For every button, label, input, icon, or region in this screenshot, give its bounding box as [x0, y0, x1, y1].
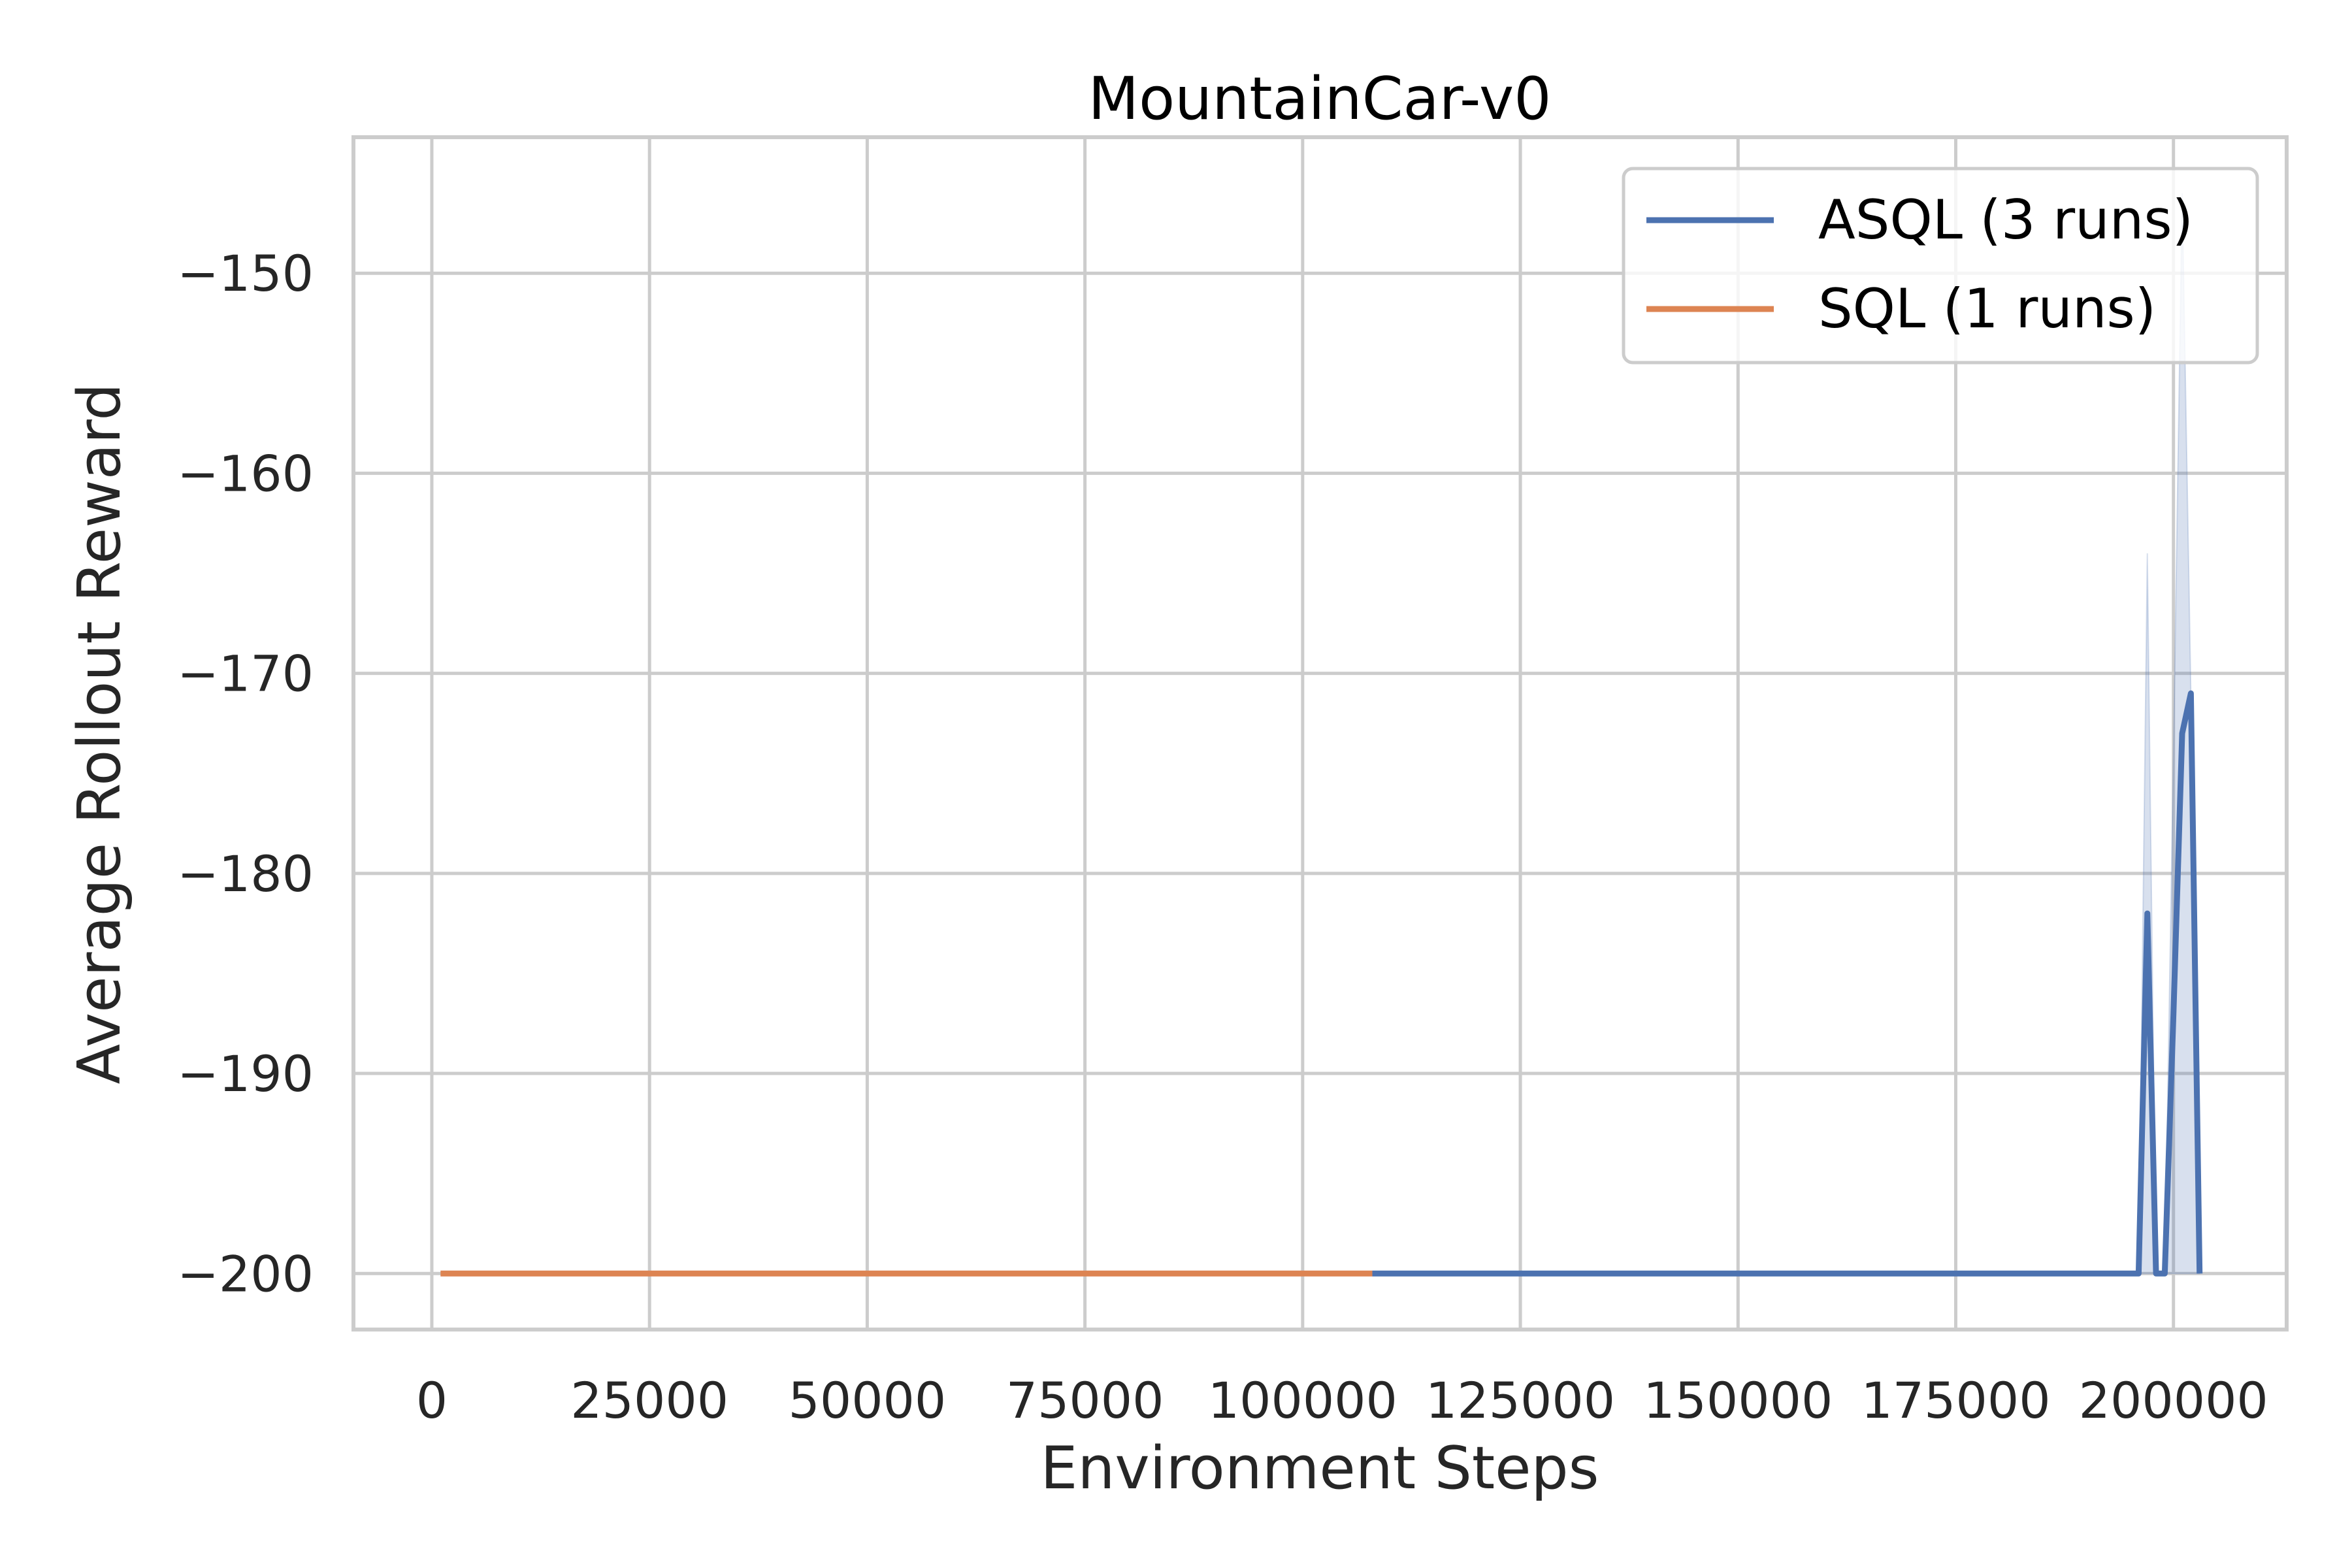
x-axis-label: Environment Steps	[1040, 1434, 1599, 1503]
x-tick-label: 125000	[1426, 1371, 1615, 1429]
y-tick-label: −160	[177, 444, 314, 502]
y-axis-label: Average Rollout Reward	[65, 384, 134, 1085]
x-tick-labels: 0 25000 50000 75000 100000 125000 150000 175000…	[416, 1371, 2268, 1429]
y-tick-label: −170	[177, 645, 314, 703]
x-tick-label: 0	[416, 1371, 448, 1429]
legend-label-sql: SQL (1 runs)	[1818, 277, 2156, 340]
x-tick-label: 175000	[1861, 1371, 2050, 1429]
legend-label-asql: ASQL (3 runs)	[1818, 188, 2193, 252]
y-tick-label: −150	[177, 244, 314, 302]
x-tick-label: 50000	[789, 1371, 947, 1429]
legend-frame	[1622, 167, 2259, 365]
x-tick-label: 75000	[1006, 1371, 1164, 1429]
x-tick-label: 100000	[1208, 1371, 1397, 1429]
y-tick-label: −180	[177, 845, 314, 903]
y-tick-label: −190	[177, 1045, 314, 1103]
y-tick-label: −200	[177, 1245, 314, 1303]
legend: ASQL (3 runs) SQL (1 runs)	[1622, 167, 2259, 365]
x-tick-label: 25000	[570, 1371, 728, 1429]
series-line-asql	[1372, 690, 2203, 1277]
series-lines	[440, 690, 2203, 1277]
y-tick-labels: −150 −160 −170 −180 −190 −200	[177, 244, 314, 1303]
chart-title: MountainCar-v0	[1088, 65, 1551, 133]
plot-frame	[351, 135, 2289, 1331]
x-tick-label: 150000	[1643, 1371, 1833, 1429]
x-tick-label: 200000	[2079, 1371, 2268, 1429]
